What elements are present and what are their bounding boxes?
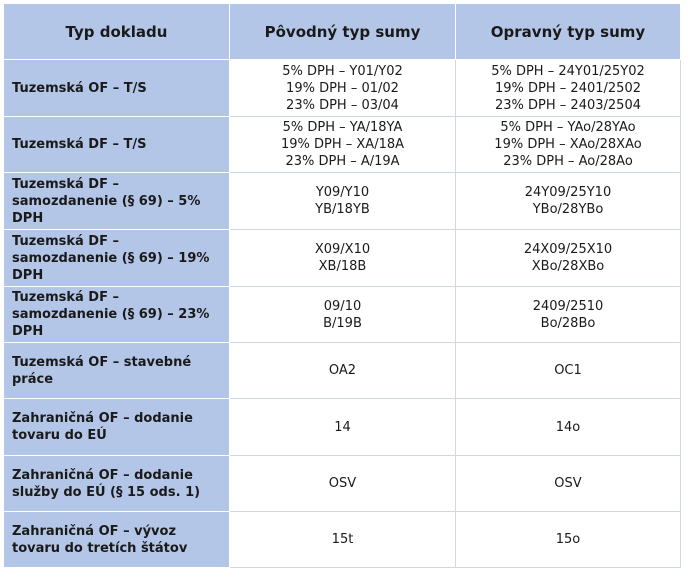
amount-type-line: 23% DPH – 2403/2504	[495, 97, 641, 113]
amount-type-line: Y09/Y10	[315, 185, 370, 200]
document-table-container: Typ dokladu Pôvodný typ sumy Opravný typ…	[3, 3, 681, 568]
amount-type-line: YBo/28YBo	[532, 202, 604, 217]
table-row: Zahraničná OF – dodanie tovaru do EÚ 14 14…	[3, 398, 681, 456]
amount-type-line: 23% DPH – Ao/28Ao	[503, 154, 633, 169]
amount-type-line: 19% DPH – XAo/28XAo	[494, 137, 642, 152]
amount-type-line: Bo/28Bo	[540, 315, 596, 331]
table-row: Tuzemská DF – samozdanenie (§ 69) – 5% D…	[3, 172, 681, 230]
corrective-amount-type-cell: OC1	[455, 342, 681, 399]
amount-type-line: XBo/28XBo	[531, 259, 605, 274]
table-row: Tuzemská OF – stavebné práce OA2 OC1	[3, 342, 681, 399]
table-row: Tuzemská OF – T/S 5% DPH – Y01/Y02 19% DPH…	[3, 59, 681, 117]
amount-type-line: YB/18YB	[315, 202, 370, 217]
amount-type-line: 15o	[555, 532, 581, 547]
amount-type-line: 19% DPH – XA/18A	[280, 137, 405, 152]
table-header-row: Typ dokladu Pôvodný typ sumy Opravný typ…	[3, 3, 681, 60]
table-row: Zahraničná OF – vývoz tovaru do tretích …	[3, 511, 681, 568]
table-body: Tuzemská OF – T/S 5% DPH – Y01/Y02 19% DPH…	[3, 59, 681, 568]
table-row: Tuzemská DF – T/S 5% DPH – YA/18YA 19% DPH…	[3, 116, 681, 173]
amount-type-line: XB/18B	[318, 259, 367, 274]
corrective-amount-type-cell: 24Y09/25Y10 YBo/28YBo	[455, 172, 681, 230]
amount-type-line: 24X09/25X10	[523, 242, 613, 257]
document-type-cell: Tuzemská DF – samozdanenie (§ 69) – 19% …	[3, 229, 230, 287]
table-row: Tuzemská DF – samozdanenie (§ 69) – 19% …	[3, 229, 681, 287]
amount-type-line: 14	[334, 419, 351, 435]
amount-type-line: 2409/2510	[532, 298, 604, 314]
original-amount-type-cell: 09/10 B/19B	[229, 286, 456, 343]
amount-type-line: 24Y09/25Y10	[524, 185, 612, 200]
header-corrective-amount-type: Opravný typ sumy	[455, 3, 681, 60]
original-amount-type-cell: OA2	[229, 342, 456, 399]
corrective-amount-type-cell: 5% DPH – YAo/28YAo 19% DPH – XAo/28XAo 23%…	[455, 116, 681, 173]
document-type-cell: Tuzemská DF – samozdanenie (§ 69) – 23% …	[3, 286, 230, 343]
original-amount-type-cell: Y09/Y10 YB/18YB	[229, 172, 456, 230]
table-row: Zahraničná OF – dodanie služby do EÚ (§ …	[3, 455, 681, 512]
document-type-cell: Zahraničná OF – dodanie tovaru do EÚ	[3, 398, 230, 456]
document-type-cell: Zahraničná OF – dodanie služby do EÚ (§ …	[3, 455, 230, 512]
amount-type-line: 5% DPH – Y01/Y02	[282, 63, 403, 79]
amount-type-line: 09/10	[323, 298, 362, 314]
original-amount-type-cell: OSV	[229, 455, 456, 512]
amount-type-line: 5% DPH – YA/18YA	[282, 120, 403, 135]
amount-type-line: OA2	[328, 363, 357, 378]
corrective-amount-type-cell: 24X09/25X10 XBo/28XBo	[455, 229, 681, 287]
original-amount-type-cell: 5% DPH – YA/18YA 19% DPH – XA/18A 23% DPH …	[229, 116, 456, 173]
amount-type-line: 5% DPH – 24Y01/25Y02	[491, 63, 645, 79]
amount-type-line: B/19B	[323, 315, 362, 331]
amount-type-line: X09/X10	[314, 242, 371, 257]
table-row: Tuzemská DF – samozdanenie (§ 69) – 23% …	[3, 286, 681, 343]
amount-type-line: OC1	[554, 363, 582, 378]
corrective-amount-type-cell: OSV	[455, 455, 681, 512]
amount-type-line: 23% DPH – A/19A	[285, 154, 400, 169]
corrective-amount-type-cell: 15o	[455, 511, 681, 568]
original-amount-type-cell: 14	[229, 398, 456, 456]
document-type-cell: Tuzemská OF – stavebné práce	[3, 342, 230, 399]
header-document-type: Typ dokladu	[3, 3, 230, 60]
amount-type-line: 19% DPH – 2401/2502	[495, 80, 641, 96]
header-original-amount-type: Pôvodný typ sumy	[229, 3, 456, 60]
amount-type-line: 5% DPH – YAo/28YAo	[500, 120, 636, 135]
original-amount-type-cell: 5% DPH – Y01/Y02 19% DPH – 01/02 23% DPH –…	[229, 59, 456, 117]
document-type-cell: Tuzemská DF – samozdanenie (§ 69) – 5% D…	[3, 172, 230, 230]
original-amount-type-cell: X09/X10 XB/18B	[229, 229, 456, 287]
amount-type-line: 23% DPH – 03/04	[286, 97, 399, 113]
amount-type-table: Typ dokladu Pôvodný typ sumy Opravný typ…	[3, 3, 681, 568]
amount-type-line: 14o	[555, 419, 581, 435]
document-type-cell: Zahraničná OF – vývoz tovaru do tretích …	[3, 511, 230, 568]
document-type-cell: Tuzemská OF – T/S	[3, 59, 230, 117]
document-type-cell: Tuzemská DF – T/S	[3, 116, 230, 173]
amount-type-line: OSV	[328, 476, 357, 491]
amount-type-line: OSV	[554, 476, 582, 491]
original-amount-type-cell: 15t	[229, 511, 456, 568]
corrective-amount-type-cell: 14o	[455, 398, 681, 456]
corrective-amount-type-cell: 5% DPH – 24Y01/25Y02 19% DPH – 2401/2502 2…	[455, 59, 681, 117]
amount-type-line: 19% DPH – 01/02	[286, 80, 399, 96]
corrective-amount-type-cell: 2409/2510 Bo/28Bo	[455, 286, 681, 343]
amount-type-line: 15t	[331, 532, 354, 547]
